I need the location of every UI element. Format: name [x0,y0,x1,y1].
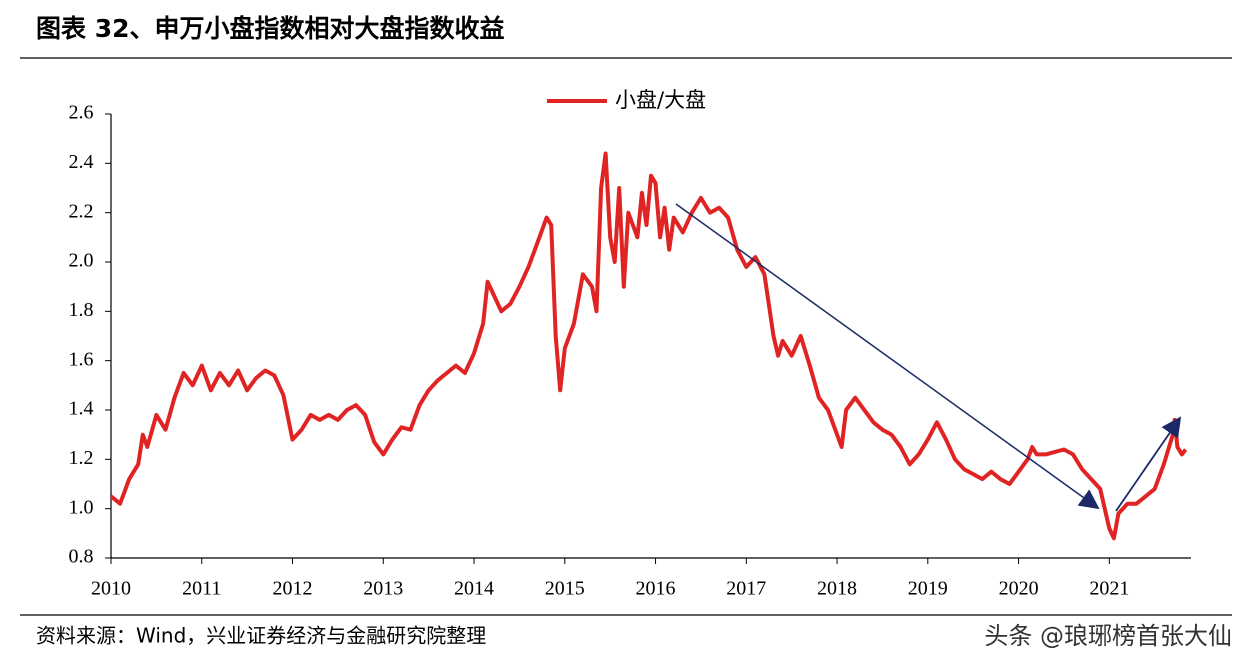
x-tick-label: 2010 [91,578,131,600]
x-tick-label: 2016 [636,578,676,600]
y-tick-label: 1.6 [69,348,94,370]
y-tick-label: 1.8 [69,299,94,321]
x-tick-label: 2014 [454,578,494,600]
x-tick-label: 2019 [908,578,948,600]
y-tick-label: 1.0 [69,496,94,518]
source-note: 资料来源：Wind，兴业证券经济与金融研究院整理 [36,624,486,648]
data-line [109,151,1188,541]
y-tick-label: 0.8 [69,546,94,568]
x-tick-label: 2013 [363,578,403,600]
chart-title: 图表 32、申万小盘指数相对大盘指数收益 [36,14,505,43]
x-tick-label: 2017 [726,578,766,600]
x-tick-label: 2021 [1089,578,1129,600]
legend-label: 小盘/大盘 [615,88,706,112]
y-tick-label: 2.4 [69,151,94,173]
trend-arrow [675,203,1100,510]
y-tick-label: 1.4 [69,398,94,420]
y-tick-label: 2.2 [69,200,94,222]
plot-area: 0.8 1.0 1.2 1.4 1.6 1.8 2.0 2.2 2.4 2.6 2010 2011 20… [69,88,1191,600]
y-tick-label: 2.6 [69,102,94,124]
y-tick-label: 1.2 [69,447,94,469]
x-tick-label: 2018 [817,578,857,600]
x-tick-label: 2011 [182,578,221,600]
x-tick-label: 2020 [999,578,1039,600]
x-tick-label: 2012 [273,578,313,600]
trend-arrow [1115,416,1182,512]
watermark: 头条 @琅琊榜首张大仙 [984,622,1232,650]
x-tick-label: 2015 [545,578,585,600]
y-tick-label: 2.0 [69,250,94,272]
